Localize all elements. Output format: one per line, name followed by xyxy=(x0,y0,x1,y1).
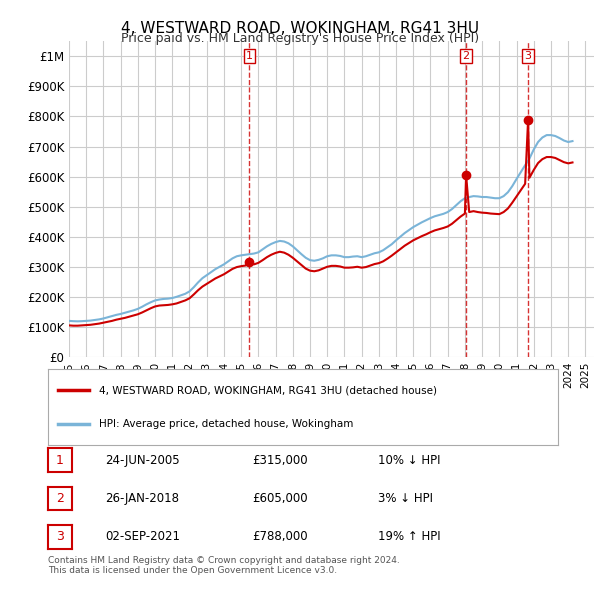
Text: Contains HM Land Registry data © Crown copyright and database right 2024.
This d: Contains HM Land Registry data © Crown c… xyxy=(48,556,400,575)
Text: 24-JUN-2005: 24-JUN-2005 xyxy=(105,454,179,467)
Text: 19% ↑ HPI: 19% ↑ HPI xyxy=(378,530,440,543)
Text: 10% ↓ HPI: 10% ↓ HPI xyxy=(378,454,440,467)
Text: 2: 2 xyxy=(56,492,64,505)
Text: 3: 3 xyxy=(56,530,64,543)
Text: £605,000: £605,000 xyxy=(252,492,308,505)
Text: £315,000: £315,000 xyxy=(252,454,308,467)
Text: 26-JAN-2018: 26-JAN-2018 xyxy=(105,492,179,505)
Text: 3: 3 xyxy=(524,51,532,61)
Text: HPI: Average price, detached house, Wokingham: HPI: Average price, detached house, Woki… xyxy=(99,419,353,429)
Text: 4, WESTWARD ROAD, WOKINGHAM, RG41 3HU (detached house): 4, WESTWARD ROAD, WOKINGHAM, RG41 3HU (d… xyxy=(99,385,437,395)
Text: Price paid vs. HM Land Registry's House Price Index (HPI): Price paid vs. HM Land Registry's House … xyxy=(121,32,479,45)
Text: 02-SEP-2021: 02-SEP-2021 xyxy=(105,530,180,543)
Text: £788,000: £788,000 xyxy=(252,530,308,543)
Text: 1: 1 xyxy=(56,454,64,467)
Text: 4, WESTWARD ROAD, WOKINGHAM, RG41 3HU: 4, WESTWARD ROAD, WOKINGHAM, RG41 3HU xyxy=(121,21,479,35)
Text: 2: 2 xyxy=(463,51,470,61)
Text: 1: 1 xyxy=(246,51,253,61)
Text: 3% ↓ HPI: 3% ↓ HPI xyxy=(378,492,433,505)
